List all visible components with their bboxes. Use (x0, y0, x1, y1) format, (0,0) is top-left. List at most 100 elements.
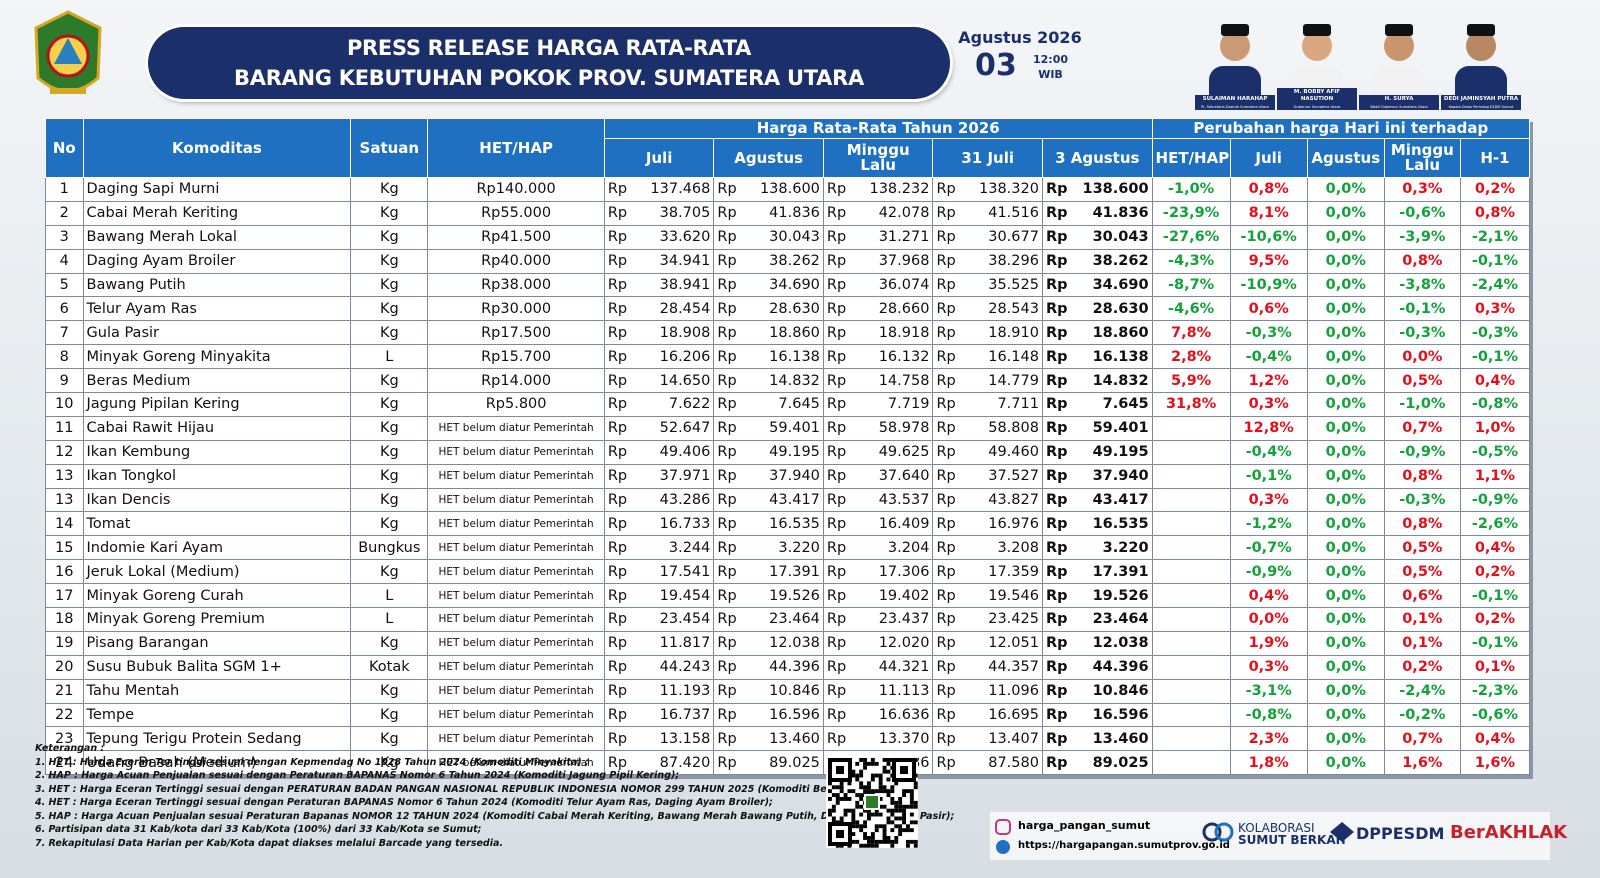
table-row: 5 Bawang Putih Kg Rp38.000 Rp 38.941 Rp 34.690 R… (45, 272, 1531, 298)
commodity: Minyak Goreng Minyakita (82, 344, 352, 370)
qr-module (882, 789, 887, 794)
price: Rp 28.454 (608, 301, 711, 317)
qr-module (859, 769, 864, 774)
price: Rp 13.370 (827, 731, 930, 747)
price-cell: Rp 16.132 (822, 344, 934, 370)
price-change: 0,2% (1383, 654, 1461, 680)
qr-module (867, 843, 871, 848)
row-number: 9 (45, 368, 84, 394)
price-change (1151, 583, 1231, 609)
row-number: 10 (45, 392, 84, 417)
qr-module (867, 781, 871, 786)
qr-module (863, 824, 867, 829)
price-cell: Rp 12.020 (822, 630, 934, 656)
table-row: 6 Telur Ayam Ras Kg Rp30.000 Rp 28.454 Rp 28.63… (45, 296, 1531, 322)
table-row: 3 Bawang Merah Lokal Kg Rp41.500 Rp 33.620 Rp 3… (45, 224, 1531, 250)
price-change: 0,0% (1306, 630, 1385, 656)
group-header: Perubahan harga Hari ini terhadap (1151, 118, 1531, 139)
table-row: 15 Indomie Kari Ayam Bungkus HET belum diat… (45, 535, 1531, 561)
qr-module (874, 812, 879, 817)
currency: Rp (1045, 205, 1068, 222)
row-number: 19 (45, 630, 84, 656)
unit: Kg (350, 726, 429, 752)
qr-module (894, 836, 899, 840)
qr-module (835, 800, 840, 805)
price: Rp 3.220 (717, 540, 820, 556)
qr-module (878, 789, 883, 794)
price-value: 37.968 (878, 253, 930, 270)
currency: Rp (1045, 707, 1068, 724)
price-change (1151, 559, 1231, 585)
price-value: 44.357 (988, 659, 1039, 676)
price-change: -0,6% (1383, 200, 1461, 226)
price-change: 5,9% (1151, 368, 1231, 394)
qr-module (909, 839, 914, 844)
price-cell: Rp 138.232 (822, 177, 934, 202)
currency: Rp (607, 587, 628, 604)
day: 03 (975, 48, 1017, 83)
price-change: 0,0% (1306, 200, 1385, 226)
currency: Rp (826, 539, 847, 556)
price: Rp 16.695 (936, 707, 1039, 723)
qr-module (859, 824, 864, 829)
notes-title: Keterangan : (35, 743, 105, 754)
qr-module (839, 785, 844, 790)
price-value: 13.407 (988, 730, 1039, 747)
price-change: 2,8% (1151, 344, 1231, 370)
price: Rp 16.976 (936, 516, 1039, 532)
price-change: 0,0% (1306, 702, 1385, 728)
price: Rp 7.645 (1046, 396, 1149, 412)
price-change: -0,2% (1383, 702, 1461, 728)
price: Rp 18.910 (936, 325, 1039, 341)
row-number: 23 (45, 726, 84, 752)
price-change: -0,1% (1459, 344, 1531, 370)
currency: Rp (717, 587, 737, 604)
qr-module (882, 758, 887, 762)
currency: Rp (1045, 277, 1068, 293)
table-row: 22 Tempe Kg HET belum diatur Pemerintah Rp 16… (45, 702, 1531, 728)
price-cell: Rp 16.148 (932, 344, 1043, 370)
price: Rp 49.195 (717, 444, 820, 460)
qr-module (851, 824, 856, 829)
price: Rp 7.719 (827, 396, 930, 412)
qr-module (870, 789, 875, 794)
commodity: Cabai Merah Keriting (82, 200, 352, 226)
price-value: 59.401 (1092, 420, 1149, 437)
qr-module (867, 836, 871, 840)
price-value: 28.660 (878, 300, 930, 317)
price-value: 19.526 (1092, 587, 1149, 604)
price: Rp 43.417 (1046, 492, 1149, 508)
row-number: 6 (45, 296, 84, 322)
commodity: Gula Pasir (82, 320, 352, 346)
price-change: 0,1% (1383, 607, 1461, 632)
official: H. SURYA Wakil Gubernur Sumatera Utara (1359, 10, 1439, 110)
price-cell: Rp 43.417 (713, 487, 824, 513)
price-value: 16.206 (659, 348, 711, 365)
price-change: -0,5% (1459, 439, 1531, 465)
het-hap: Rp55.000 (427, 200, 605, 226)
currency: Rp (826, 587, 847, 604)
price: Rp 7.622 (608, 396, 711, 412)
price: Rp 14.832 (1046, 373, 1149, 389)
price-change: 0,0% (1306, 344, 1385, 370)
het-hap: HET belum diatur Pemerintah (427, 702, 605, 728)
price: Rp 19.454 (608, 588, 711, 604)
price-cell: Rp 19.546 (932, 583, 1043, 609)
price-change: 0,2% (1459, 607, 1531, 632)
price-change (1151, 607, 1231, 632)
price: Rp 44.396 (717, 659, 820, 675)
row-number: 12 (45, 439, 84, 465)
price-cell: Rp 17.359 (932, 559, 1043, 585)
currency: Rp (607, 468, 628, 485)
price-cell: Rp 23.464 (713, 607, 824, 632)
currency: Rp (607, 420, 628, 437)
price-change: -0,3% (1459, 320, 1531, 346)
currency: Rp (826, 300, 847, 317)
price-cell: Rp 16.596 (1041, 702, 1153, 728)
price: Rp 30.677 (936, 229, 1039, 245)
price-value: 138.600 (759, 181, 820, 198)
price-cell: Rp 37.971 (603, 463, 715, 489)
note: 6. Partisipan data 31 Kab/kota dari 33 K… (35, 824, 482, 835)
price-change: -0,9% (1459, 487, 1531, 513)
price-value: 28.630 (769, 300, 820, 317)
